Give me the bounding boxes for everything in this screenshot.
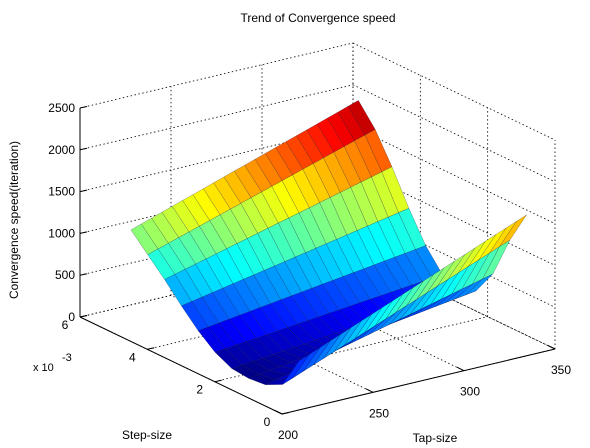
y-exponent-power: -3 <box>62 352 72 364</box>
z-tick-label: 2000 <box>48 143 75 157</box>
z-tick <box>79 315 88 318</box>
tick-marks <box>79 106 556 415</box>
x-tick <box>547 345 556 350</box>
x-tick <box>456 366 465 372</box>
surface-plot <box>130 100 527 385</box>
y-tick-label: 4 <box>129 350 136 364</box>
x-axis-line <box>281 348 556 415</box>
y-tick <box>147 347 155 350</box>
surface-patch <box>282 354 310 385</box>
grid-line-z <box>352 42 556 141</box>
z-tick-label: 2500 <box>48 101 75 115</box>
z-tick <box>79 189 88 193</box>
z-tick <box>79 231 88 234</box>
x-tick-label: 300 <box>460 385 480 399</box>
x-tick <box>274 410 283 415</box>
y-tick <box>281 412 290 415</box>
grid-line-x <box>352 251 556 350</box>
z-tick <box>79 106 88 109</box>
x-tick <box>365 388 374 393</box>
grid-line-y <box>214 316 488 383</box>
chart-title: Trend of Convergence speed <box>241 11 396 25</box>
axis-box <box>79 108 556 415</box>
y-exponent-label: x 10 <box>33 362 54 374</box>
y-axis-label: Step-size <box>122 428 172 442</box>
x-axis-label: Tap-size <box>413 431 458 445</box>
z-tick-label: 1000 <box>48 226 75 240</box>
z-tick-label: 0 <box>68 310 75 324</box>
z-tick-label: 1500 <box>48 185 75 199</box>
y-tick-label: 0 <box>264 415 271 429</box>
grid-line-z <box>352 126 556 224</box>
y-axis-line <box>79 316 283 415</box>
grid-line-z <box>79 126 354 192</box>
z-tick <box>79 147 88 151</box>
x-tick-label: 350 <box>551 363 571 377</box>
grid-line-z <box>352 84 556 183</box>
y-tick-label: 2 <box>196 383 203 397</box>
z-axis-label: Convergence speed(iteration) <box>7 141 21 299</box>
x-tick-label: 250 <box>369 406 389 420</box>
z-tick <box>79 273 88 276</box>
y-tick-label: 6 <box>62 318 69 332</box>
grid-line-z <box>79 84 354 151</box>
z-tick-label: 500 <box>55 268 75 282</box>
y-tick <box>214 379 222 383</box>
x-tick-label: 200 <box>278 428 298 442</box>
grid-line-z <box>79 42 354 109</box>
